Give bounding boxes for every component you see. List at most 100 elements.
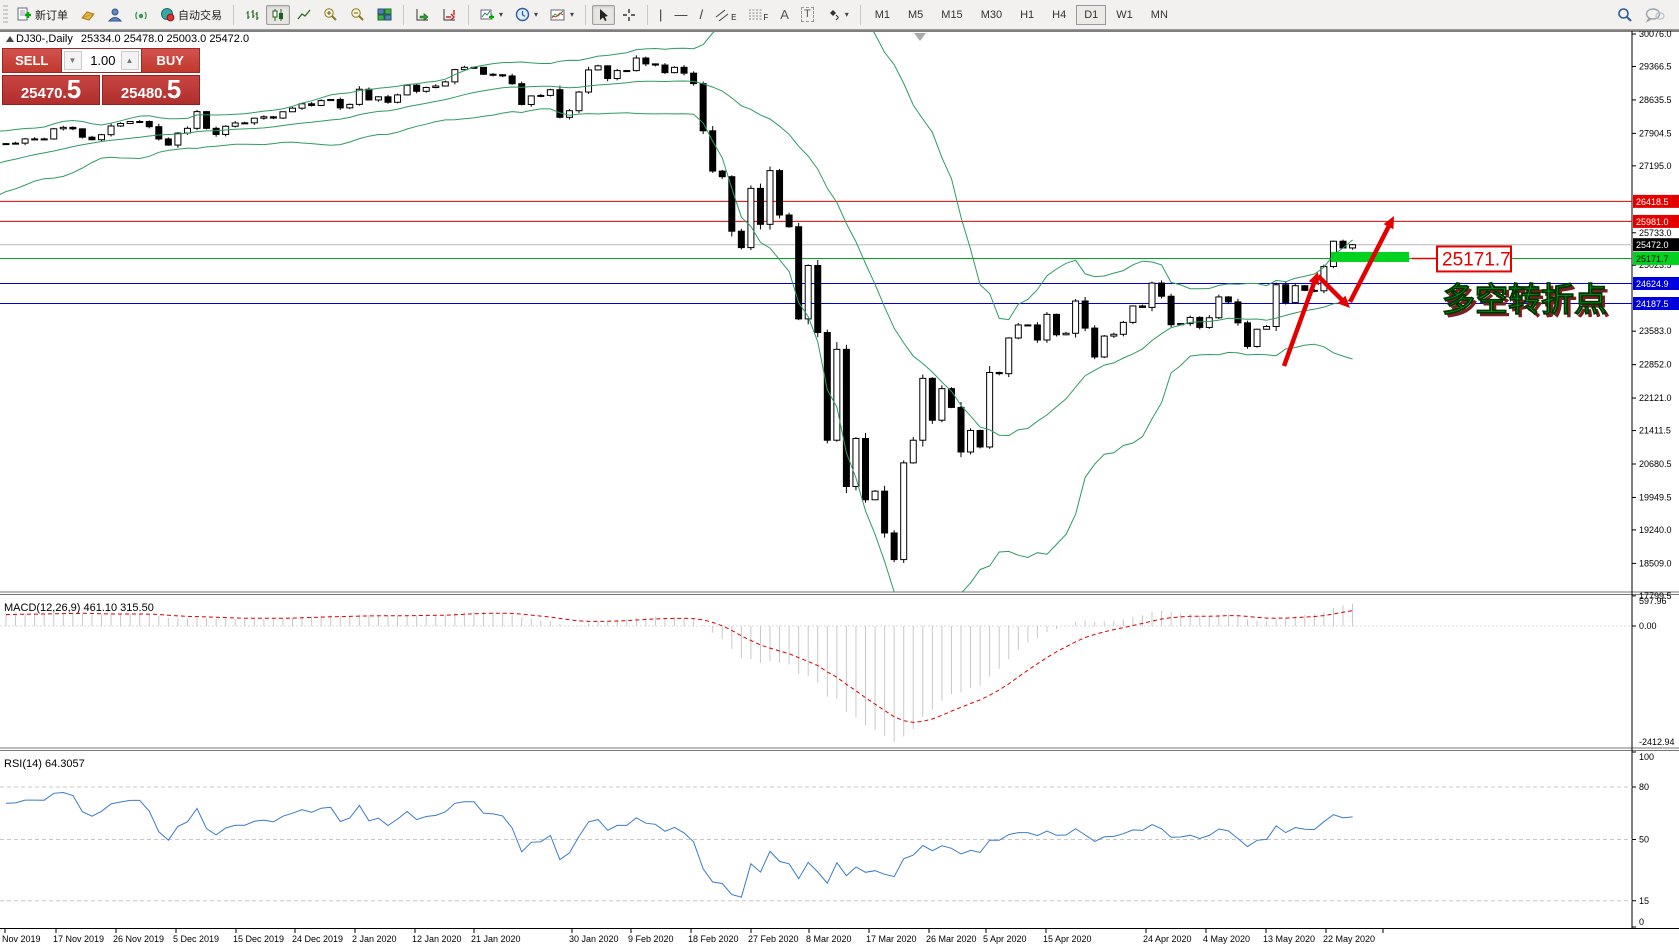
svg-text:19949.5: 19949.5 [1639,492,1672,502]
toolbar-separator [647,4,649,25]
clock-icon [515,7,530,22]
rsi-pane [0,786,1632,902]
date-label: 13 May 2020 [1263,934,1315,944]
tile-windows-button[interactable] [372,5,397,25]
dropdown-caret-icon: ▾ [844,10,849,19]
svg-text:18509.0: 18509.0 [1639,558,1672,568]
signals-button[interactable] [129,5,153,25]
search-button[interactable] [1612,4,1638,26]
timeframe-M15[interactable]: M15 [941,8,963,21]
zoom-in-button[interactable] [318,4,343,25]
autotrading-label: 自动交易 [178,9,222,22]
bb-lower [0,108,1353,592]
line-chart-button[interactable] [292,5,316,25]
svg-text:15: 15 [1639,896,1649,906]
vertical-line-button[interactable]: | [654,5,667,24]
chart-window[interactable]: 25171.7 多空转折点 多空转折点 30076.0 29366.5 28635.5 27… [0,30,1679,947]
new-chart-button[interactable]: ▾ [475,5,508,25]
timeframe-M30[interactable]: M30 [980,8,1003,21]
candles-layer [2,55,1357,563]
chart-profile-button[interactable] [75,5,101,25]
autotrading-button[interactable]: 自动交易 [155,4,227,26]
trend-arrow [1347,222,1393,304]
buy-price[interactable]: 25480. 5 [102,75,200,105]
bar-chart-icon [246,9,259,20]
price-badge-24187.5 [1633,296,1679,310]
one-click-trade-panel: SELL ▼ ▲ BUY 25470. 5 25480. 5 [2,48,200,105]
date-label: 24 Apr 2020 [1143,934,1192,944]
date-label: 27 Feb 2020 [748,934,799,944]
horizontal-line-button[interactable]: — [669,5,692,24]
vertical-line-icon: | [659,7,663,22]
timeframe-H1[interactable]: H1 [1020,8,1035,21]
bb-upper [0,32,1353,321]
cn-annotation-shadow: 多空转折点 [1445,284,1610,321]
svg-text:80: 80 [1639,782,1649,792]
sell-button[interactable]: SELL [2,48,62,73]
toolbar-separator [859,4,861,25]
cursor-button[interactable] [592,4,616,25]
timeframe-D1[interactable]: D1 [1076,4,1107,25]
date-label: 26 Mar 2020 [926,934,977,944]
svg-text:19240.0: 19240.0 [1639,525,1672,535]
price-axis: 30076.0 29366.5 28635.5 27904.5 27195.0 25733… [1632,30,1679,601]
date-label: 24 Dec 2019 [292,934,343,944]
symbol-icon [6,36,14,42]
buy-price-pips: 5 [166,74,182,104]
volume-input[interactable] [83,49,119,72]
timeframe-M5[interactable]: M5 [908,8,924,21]
sell-price[interactable]: 25470. 5 [2,75,100,105]
trend-arrow [1316,274,1346,304]
shapes-icon [829,9,839,20]
text-button[interactable]: A [775,5,794,24]
volume-increase-button[interactable]: ▲ [120,51,139,70]
svg-text:23583.0: 23583.0 [1639,326,1672,336]
new-order-button[interactable]: 新订单 [12,4,73,26]
svg-text:27195.0: 27195.0 [1639,161,1672,171]
periodicity-button[interactable]: ▾ [510,4,543,25]
community-button[interactable] [103,5,127,25]
templates-button[interactable]: ▾ [545,5,579,25]
date-label: Nov 2019 [2,934,41,944]
yellow-book-icon [81,10,95,21]
autoscroll-button[interactable] [410,5,435,25]
trendline-button[interactable]: / [694,5,708,24]
svg-text:25171.7: 25171.7 [1636,254,1669,264]
trendline-icon: / [699,7,704,22]
buy-price-main: 25480. [120,85,167,102]
chart-shift-button[interactable] [437,5,462,25]
toolbar-grip[interactable] [3,4,8,25]
buy-button[interactable]: BUY [140,48,200,73]
label-button[interactable]: T [796,4,819,25]
candlestick-icon [272,8,283,21]
toolbar-separator [585,4,587,25]
svg-text:20680.5: 20680.5 [1639,459,1672,469]
svg-text:50: 50 [1639,835,1649,845]
crosshair-button[interactable] [617,5,641,25]
dropdown-caret-icon: ▾ [499,10,504,19]
svg-text:25472.0: 25472.0 [1636,240,1669,250]
channel-button[interactable]: E [710,4,741,25]
timeframe-toolbar: M1 M5 M15 M30 H1 H4 D1 W1 MN [866,4,1177,25]
rsi-axis: 100 80 50 15 0 [1632,751,1654,928]
volume-decrease-button[interactable]: ▼ [63,51,82,70]
timeframe-M1[interactable]: M1 [874,8,890,21]
date-label: 15 Apr 2020 [1043,934,1092,944]
zoom-out-button[interactable] [345,4,370,25]
level-callout-text: 25171.7 [1442,249,1511,270]
fibonacci-button[interactable]: F [743,4,773,25]
svg-text:25733.0: 25733.0 [1639,228,1672,238]
svg-text:22852.0: 22852.0 [1639,360,1672,370]
timeframe-MN[interactable]: MN [1150,8,1168,21]
bar-chart-button[interactable] [240,5,264,25]
shapes-button[interactable]: ▾ [821,5,854,25]
timeframe-H4[interactable]: H4 [1052,8,1067,21]
date-label: 15 Dec 2019 [233,934,284,944]
title-symbol: DJ30-,Daily [16,33,73,45]
templates-icon [550,9,565,20]
timeframe-W1[interactable]: W1 [1116,8,1133,21]
chart-title: DJ30-,Daily 25334.0 25478.0 25003.0 2547… [6,33,249,45]
svg-text:597.96: 597.96 [1639,596,1667,606]
chat-button[interactable] [1640,4,1670,26]
candlestick-button[interactable] [266,4,290,25]
